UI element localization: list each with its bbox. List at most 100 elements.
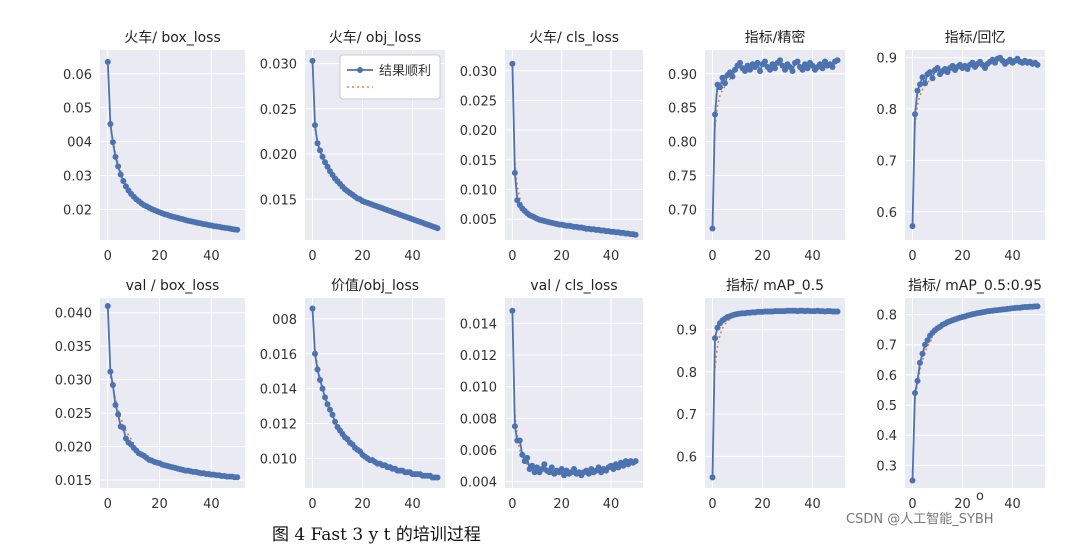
data-point [610, 466, 617, 472]
data-point [309, 305, 316, 312]
data-point [804, 65, 811, 72]
data-point [434, 474, 441, 481]
data-point [909, 477, 916, 484]
x-tick-label: 0 [104, 249, 112, 264]
data-point [914, 87, 921, 94]
data-point [632, 231, 639, 238]
data-point [834, 308, 841, 315]
y-tick-label: 0.025 [55, 407, 92, 422]
data-point [511, 169, 518, 176]
x-tick-label: 0 [308, 249, 316, 264]
plot-area [505, 50, 643, 240]
data-point [789, 68, 796, 74]
data-point [909, 223, 916, 230]
data-point [919, 74, 926, 81]
y-tick-label: 0.06 [63, 68, 92, 83]
data-point [319, 153, 326, 160]
data-point [762, 58, 768, 65]
data-point [509, 60, 516, 67]
plot-area [705, 50, 845, 240]
chart-panel-6: 0 20 40 008 0.016 0.014 0.012 0.010 价值/obj_loss [260, 278, 445, 512]
legend: 结果顺利 [339, 54, 441, 100]
x-tick-label: 0 [908, 497, 916, 512]
data-point [777, 57, 783, 64]
y-tick-label: 0.020 [460, 124, 497, 139]
y-tick-label: 0.025 [460, 94, 497, 109]
chart-title: 火车/ cls_loss [529, 29, 619, 46]
x-tick-label: 20 [954, 249, 971, 264]
y-tick-label: 0.7 [676, 408, 697, 423]
data-point [917, 81, 923, 88]
data-point [324, 163, 331, 170]
y-tick-label: 008 [272, 313, 297, 328]
data-point [519, 451, 526, 458]
x-tick-label: 40 [603, 497, 620, 512]
y-tick-label: 0.7 [876, 339, 897, 354]
data-point [585, 470, 592, 477]
data-point [772, 65, 778, 72]
y-tick-label: 0.012 [260, 418, 297, 433]
data-point [107, 368, 114, 375]
y-tick-label: 0.030 [55, 374, 92, 389]
y-tick-label: 0.010 [260, 452, 297, 467]
chart-panel-5: 0 20 40 0.040 0.035 0.030 0.025 0.020 0.015 val /… [55, 278, 245, 512]
data-point [107, 121, 114, 127]
data-point [524, 454, 531, 461]
smooth-series-line [914, 77, 934, 125]
data-point [319, 385, 326, 392]
data-point [324, 401, 331, 408]
x-tick-label: 0 [708, 497, 716, 512]
y-tick-label: 0.4 [876, 429, 897, 444]
data-point [312, 122, 318, 129]
y-tick-label: 0.85 [668, 102, 697, 117]
data-point [922, 341, 928, 348]
chart-title: val / cls_loss [530, 278, 617, 294]
figure-caption: 图 4 Fast 3 y t 的培训过程 [272, 525, 481, 545]
data-point [120, 178, 127, 184]
y-tick-label: 0.035 [55, 340, 92, 355]
data-point [757, 68, 763, 74]
data-point [115, 163, 122, 170]
y-tick-label: 004 [67, 136, 92, 151]
data-point [571, 466, 577, 472]
data-point [104, 58, 111, 65]
data-point [912, 390, 918, 396]
y-tick-label: 0.8 [876, 103, 897, 118]
chart-title: 指标/回忆 [945, 30, 1006, 46]
data-point [511, 423, 518, 430]
data-point [332, 418, 338, 425]
data-point [1034, 61, 1041, 68]
y-tick-label: 0.014 [260, 383, 297, 398]
x-tick-label: 20 [354, 249, 371, 264]
data-point [548, 464, 555, 471]
data-point [729, 73, 736, 80]
chart-title: 指标/ mAP_0.5 [726, 278, 824, 294]
y-tick-label: 0.6 [676, 450, 697, 465]
chart-title: 价值/obj_loss [331, 278, 419, 294]
data-point [799, 66, 806, 73]
y-tick-label: 0.05 [63, 102, 92, 117]
x-tick-label: 40 [1004, 497, 1021, 512]
data-point [329, 411, 336, 418]
data-point [529, 462, 536, 469]
x-tick-label: 20 [354, 497, 371, 512]
data-point [767, 66, 773, 73]
data-point [117, 171, 124, 178]
chart-title: 火车/ box_loss [124, 29, 221, 46]
plot-area [100, 50, 245, 240]
x-tick-label: 40 [404, 497, 421, 512]
data-point [934, 65, 941, 71]
y-tick-label: 0.3 [876, 459, 897, 474]
x-tick-label: 40 [203, 249, 220, 264]
y-tick-label: 0.03 [63, 170, 92, 185]
data-point [112, 402, 119, 408]
x-tick-extra-label: o [976, 489, 984, 504]
data-point [314, 140, 321, 147]
data-point [546, 469, 553, 476]
data-point [234, 226, 241, 233]
y-tick-label: 0.015 [260, 193, 297, 208]
data-point [109, 382, 116, 388]
data-point [327, 406, 333, 413]
data-point [794, 58, 801, 65]
plot-area [705, 298, 845, 488]
